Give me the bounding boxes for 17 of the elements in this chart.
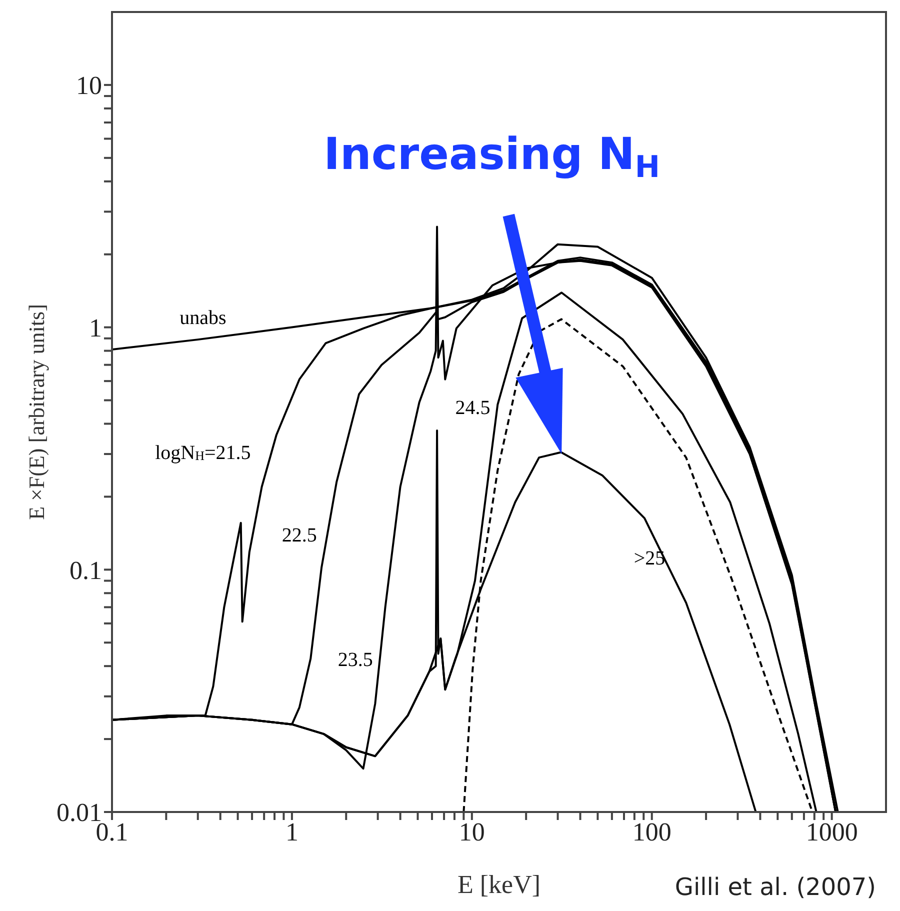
series-label: unabs bbox=[180, 306, 226, 329]
x-tick-label: 100 bbox=[632, 817, 672, 846]
x-tick-label: 1000 bbox=[806, 817, 858, 846]
x-axis-title: E [keV] bbox=[457, 870, 541, 899]
series-label: 22.5 bbox=[282, 524, 317, 546]
x-tick-label: 1 bbox=[285, 817, 298, 846]
y-tick-label: 0.1 bbox=[70, 556, 102, 585]
series-label: 23.5 bbox=[338, 648, 373, 671]
series-label: 24.5 bbox=[455, 396, 490, 419]
y-tick-label: 1 bbox=[89, 314, 102, 343]
annotation: Increasing N$_{H}$ bbox=[324, 129, 660, 184]
text: Gilli et al. (2007) bbox=[674, 873, 876, 901]
y-tick-label: 10 bbox=[76, 71, 102, 100]
series-label: logN$_{H}$=21.5 bbox=[155, 442, 251, 464]
y-axis-title: E ×F(E) [arbitrary units] bbox=[24, 304, 49, 520]
series-label: >25 bbox=[634, 547, 666, 570]
x-tick-label: 10 bbox=[458, 817, 485, 846]
